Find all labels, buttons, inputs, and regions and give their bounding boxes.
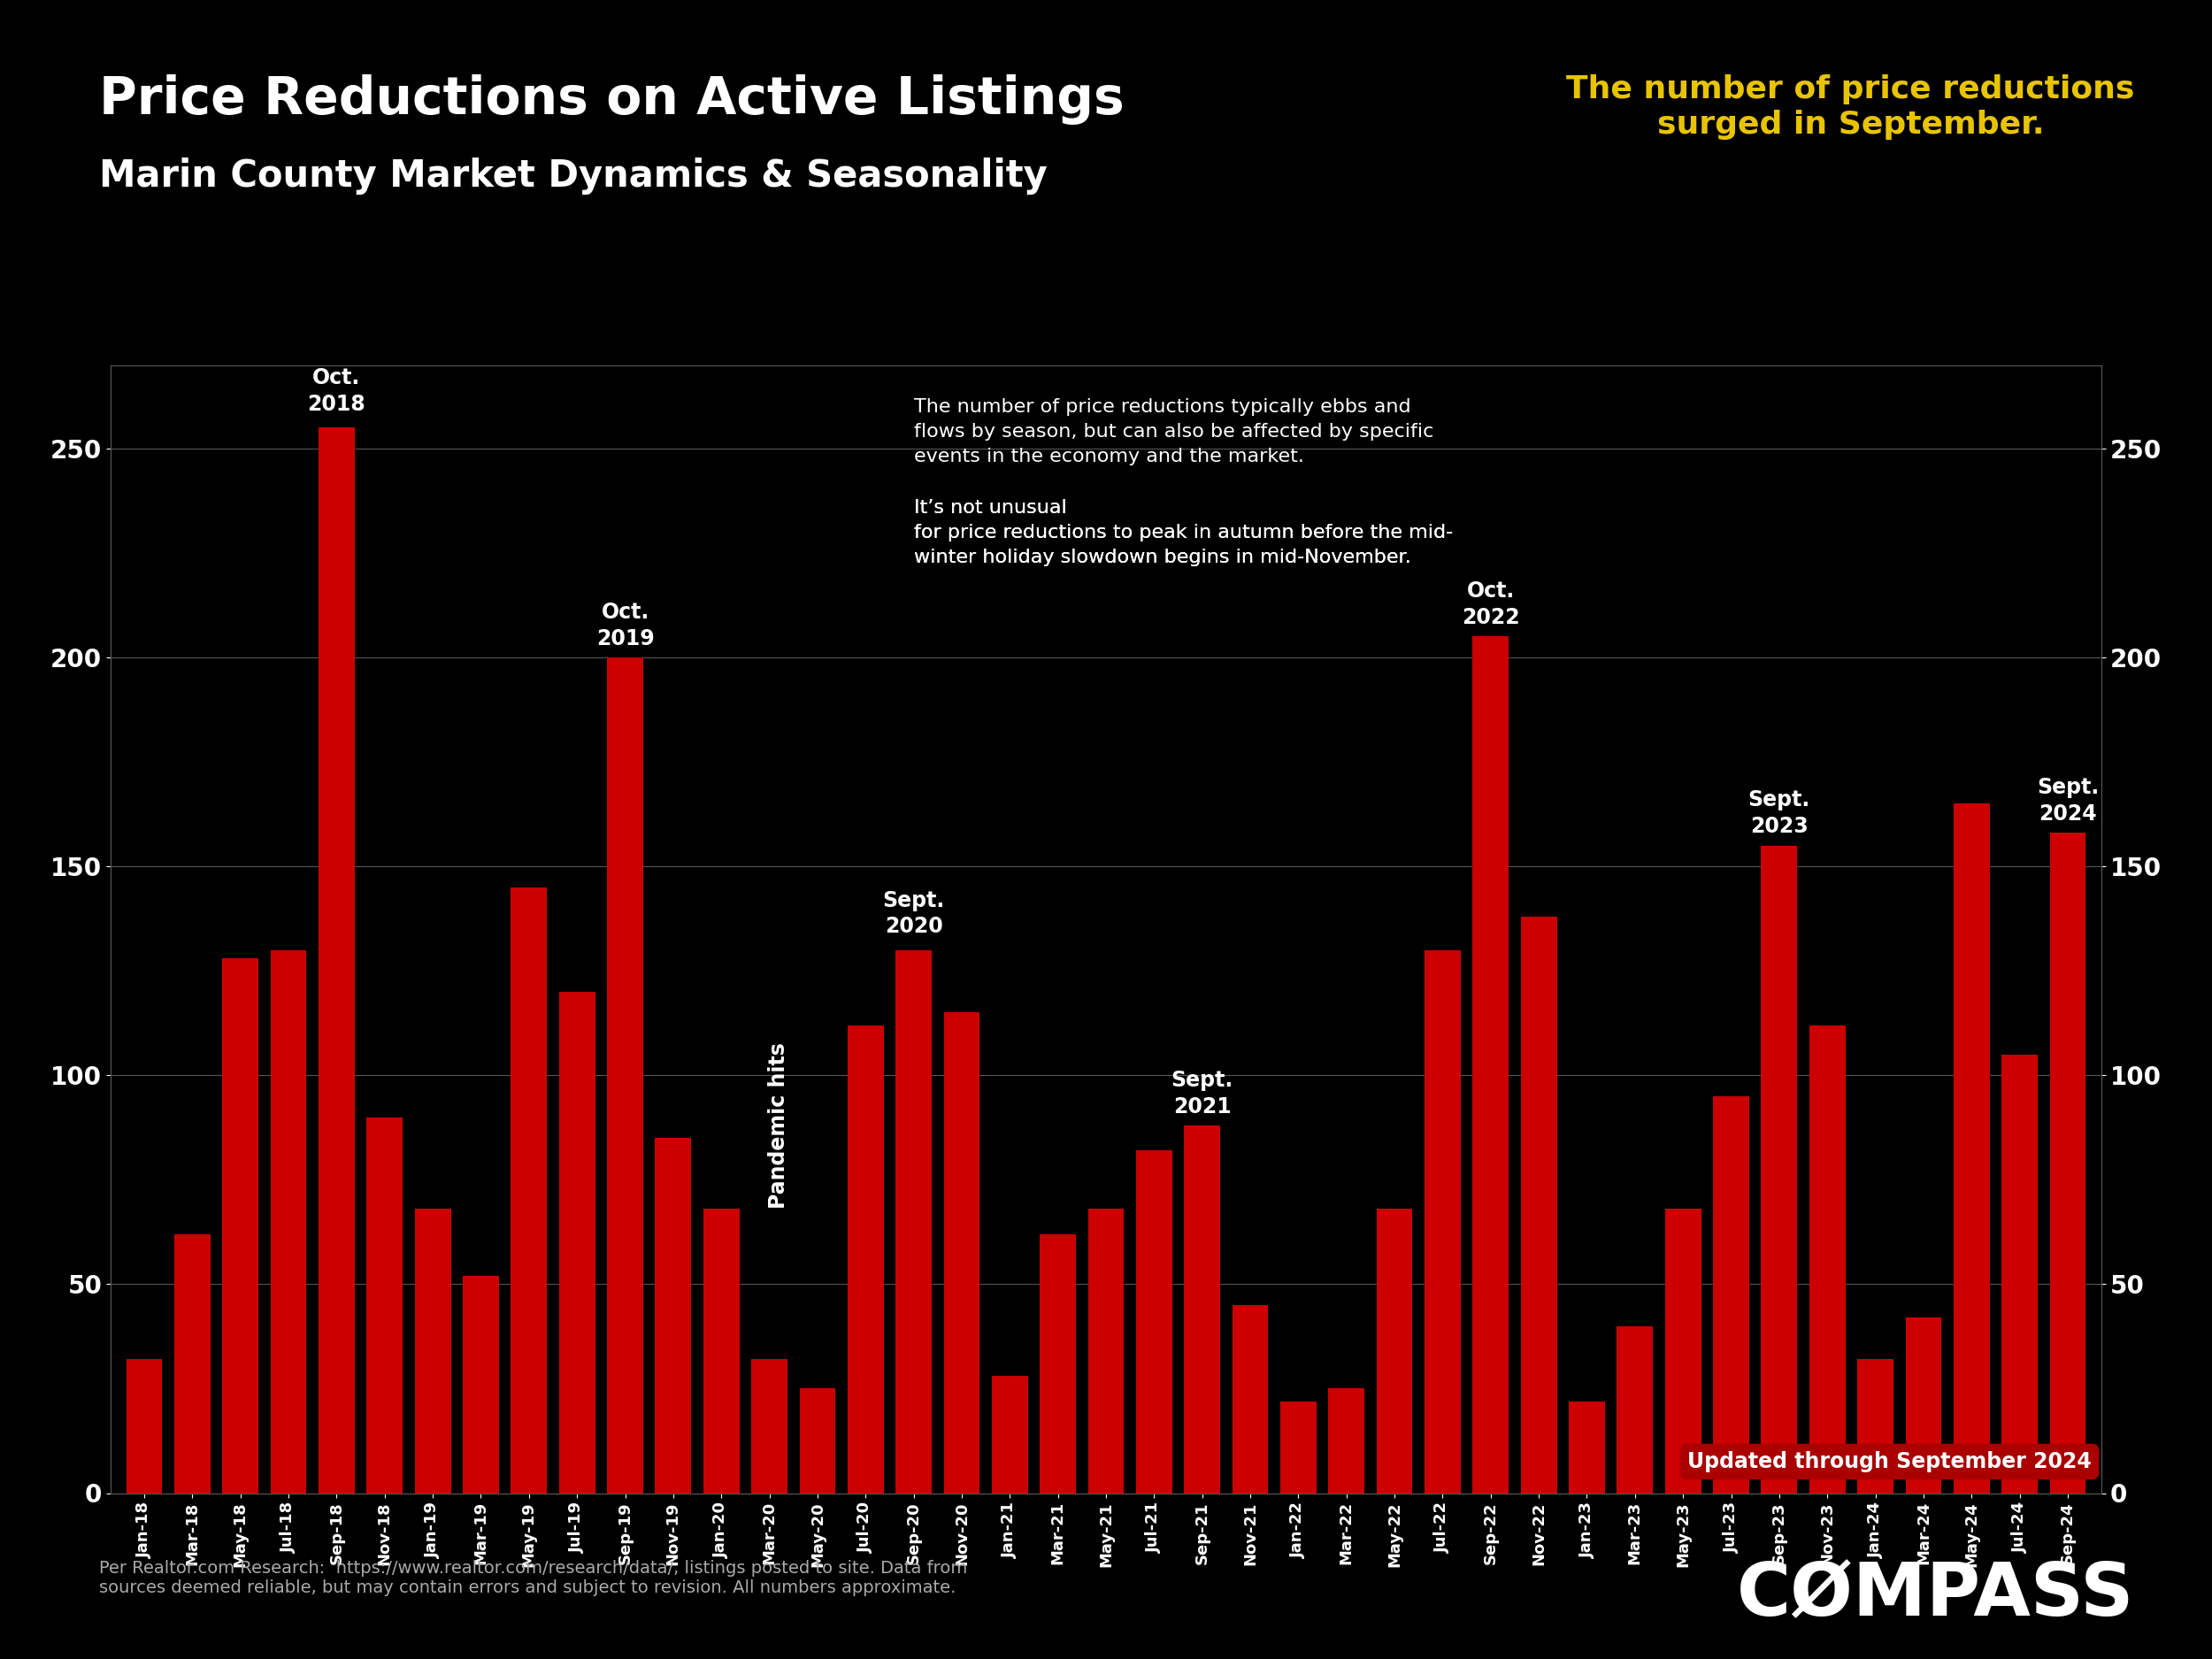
- Bar: [1137, 1150, 1172, 1493]
- Bar: [1666, 1209, 1701, 1493]
- Bar: [703, 1209, 739, 1493]
- Bar: [1905, 1317, 1942, 1493]
- Bar: [991, 1375, 1029, 1493]
- Text: Sept.
2024: Sept. 2024: [2037, 776, 2099, 825]
- Bar: [2051, 833, 2086, 1493]
- Text: Price Reductions on Active Listings: Price Reductions on Active Listings: [100, 75, 1126, 124]
- Bar: [1858, 1359, 1893, 1493]
- Bar: [606, 657, 644, 1493]
- Text: The number of price reductions
surged in September.: The number of price reductions surged in…: [1566, 75, 2135, 139]
- Bar: [1761, 846, 1796, 1493]
- Text: Per Realtor.com Research:  https://www.realtor.com/research/data/, listings post: Per Realtor.com Research: https://www.re…: [100, 1559, 969, 1596]
- Text: Sept.
2021: Sept. 2021: [1170, 1070, 1234, 1117]
- Text: The number of price reductions typically ebbs and
flows by season, but can also : The number of price reductions typically…: [914, 398, 1433, 466]
- Text: Oct.
2018: Oct. 2018: [307, 368, 365, 415]
- Text: CØMPASS: CØMPASS: [1736, 1559, 2135, 1631]
- Bar: [752, 1359, 787, 1493]
- Bar: [799, 1389, 836, 1493]
- Text: It’s not unusual
for price reductions to peak in autumn before the mid-
winter h: It’s not unusual for price reductions to…: [914, 499, 1453, 566]
- Text: Marin County Market Dynamics & Seasonality: Marin County Market Dynamics & Seasonali…: [100, 158, 1048, 194]
- Bar: [847, 1025, 883, 1493]
- Bar: [2002, 1055, 2037, 1493]
- Text: Pandemic hits: Pandemic hits: [768, 1042, 790, 1208]
- Text: Updated through September 2024: Updated through September 2024: [1688, 1452, 2093, 1472]
- Bar: [416, 1209, 451, 1493]
- Bar: [1376, 1209, 1413, 1493]
- Bar: [319, 428, 354, 1493]
- Bar: [462, 1276, 500, 1493]
- Bar: [270, 951, 307, 1493]
- Bar: [223, 959, 259, 1493]
- Bar: [1425, 951, 1460, 1493]
- Text: Oct.
2022: Oct. 2022: [1462, 581, 1520, 629]
- Text: Sept.
2023: Sept. 2023: [1747, 790, 1809, 838]
- Bar: [1329, 1389, 1365, 1493]
- Bar: [1617, 1326, 1652, 1493]
- Bar: [1953, 803, 1989, 1493]
- Bar: [126, 1359, 161, 1493]
- Bar: [1809, 1025, 1845, 1493]
- Text: Sept.
2020: Sept. 2020: [883, 889, 945, 937]
- Bar: [1520, 916, 1557, 1493]
- Bar: [1183, 1125, 1221, 1493]
- Bar: [1040, 1234, 1075, 1493]
- Bar: [896, 951, 931, 1493]
- Text: Oct.
2019: Oct. 2019: [595, 602, 655, 649]
- Bar: [1473, 637, 1509, 1493]
- Bar: [655, 1138, 690, 1493]
- Bar: [560, 992, 595, 1493]
- Bar: [1088, 1209, 1124, 1493]
- Bar: [1281, 1402, 1316, 1493]
- Text: It’s not unusual
for price reductions to peak in autumn before the mid-
winter h: It’s not unusual for price reductions to…: [914, 499, 1453, 566]
- Bar: [175, 1234, 210, 1493]
- Bar: [511, 888, 546, 1493]
- Bar: [1712, 1097, 1750, 1493]
- Bar: [1232, 1306, 1267, 1493]
- Bar: [945, 1012, 980, 1493]
- Bar: [1568, 1402, 1606, 1493]
- Bar: [367, 1117, 403, 1493]
